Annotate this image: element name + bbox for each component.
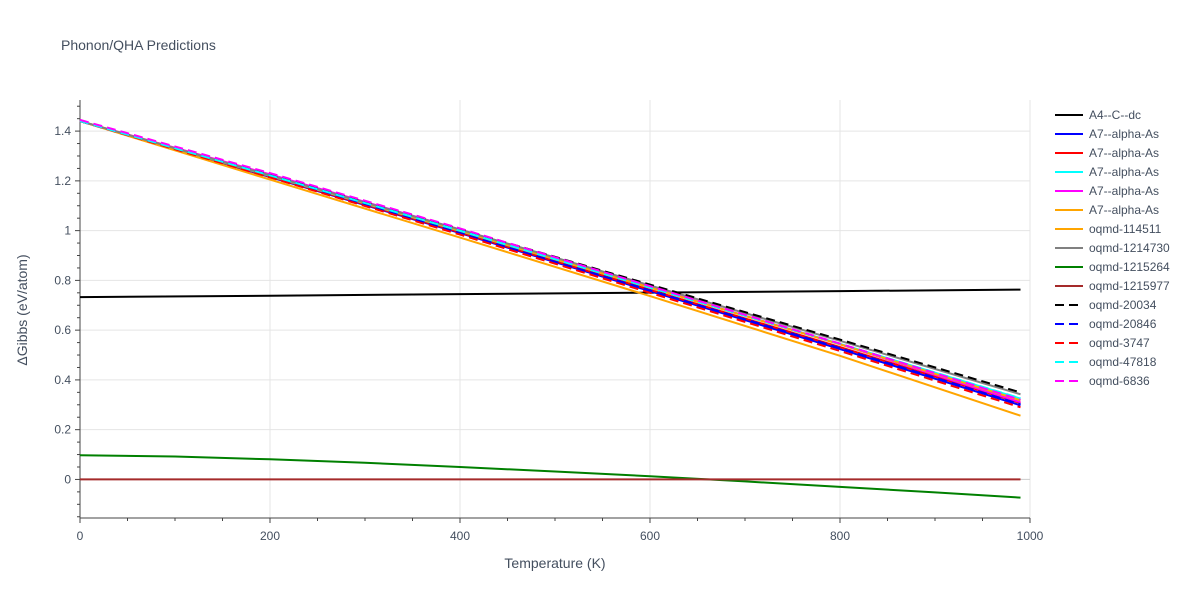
legend-label: A4--C--dc [1089,108,1141,122]
y-tick-label: 0.8 [54,273,71,287]
legend-item[interactable]: oqmd-47818 [1055,355,1157,369]
legend-label: A7--alpha-As [1089,184,1159,198]
legend-label: oqmd-6836 [1089,374,1150,388]
legend-item[interactable]: oqmd-114511 [1055,222,1162,236]
legend-label: oqmd-20846 [1089,317,1157,331]
legend-item[interactable]: oqmd-20846 [1055,317,1157,331]
legend-item[interactable]: oqmd-1215977 [1055,279,1170,293]
legend-label: oqmd-1215977 [1089,279,1170,293]
legend-label: oqmd-20034 [1089,298,1157,312]
legend[interactable]: A4--C--dc A7--alpha-As A7--alpha-As A7--alp… [1055,108,1170,388]
x-tick-label: 600 [640,529,660,543]
legend-item[interactable]: A7--alpha-As [1055,165,1159,179]
legend-item[interactable]: A7--alpha-As [1055,127,1159,141]
legend-label: oqmd-1214730 [1089,241,1170,255]
legend-item[interactable]: oqmd-1214730 [1055,241,1170,255]
y-tick-label: 0.2 [54,423,71,437]
y-tick-label: 1 [64,224,71,238]
x-tick-label: 200 [260,529,280,543]
legend-item[interactable]: A7--alpha-As [1055,203,1159,217]
series-line-oqmd-114511 [79,120,1021,417]
x-tick-label: 800 [830,529,850,543]
y-axis-title: ΔGibbs (eV/atom) [14,254,30,365]
legend-item[interactable]: oqmd-3747 [1055,336,1150,350]
legend-item[interactable]: A7--alpha-As [1055,184,1159,198]
chart-title: Phonon/QHA Predictions [61,37,216,53]
series-line-oqmd-20846 [79,120,1021,406]
legend-item[interactable]: oqmd-6836 [1055,374,1150,388]
y-tick-label: 0 [64,472,71,486]
legend-label: oqmd-3747 [1089,336,1150,350]
series-line-oqmd-3747 [79,120,1021,409]
y-tick-label: 0.6 [54,323,71,337]
legend-label: oqmd-47818 [1089,355,1157,369]
series-line-oqmd-6836 [79,118,1021,401]
axes: 0 200 400 600 800 1000 0 0.2 0.4 0.6 0.8 1 1.2 1.4 [54,100,1044,543]
series-line-A4--C--dc [79,288,1021,299]
x-axis-title: Temperature (K) [504,555,605,571]
y-tick-label: 1.4 [54,124,71,138]
legend-label: A7--alpha-As [1089,203,1159,217]
x-tick-label: 400 [450,529,470,543]
series-lines [79,118,1021,499]
legend-label: A7--alpha-As [1089,127,1159,141]
legend-item[interactable]: A7--alpha-As [1055,146,1159,160]
legend-label: oqmd-1215264 [1089,260,1170,274]
legend-label: A7--alpha-As [1089,165,1159,179]
legend-label: oqmd-114511 [1089,222,1162,236]
legend-item[interactable]: oqmd-1215264 [1055,260,1170,274]
x-tick-label: 0 [77,529,84,543]
legend-item[interactable]: oqmd-20034 [1055,298,1157,312]
series-line-oqmd-47818 [79,120,1021,400]
legend-label: A7--alpha-As [1089,146,1159,160]
y-tick-label: 0.4 [54,373,71,387]
y-tick-label: 1.2 [54,174,71,188]
x-tick-label: 1000 [1017,529,1044,543]
series-line-oqmd-1215264 [79,454,1021,499]
legend-item[interactable]: A4--C--dc [1055,108,1141,122]
